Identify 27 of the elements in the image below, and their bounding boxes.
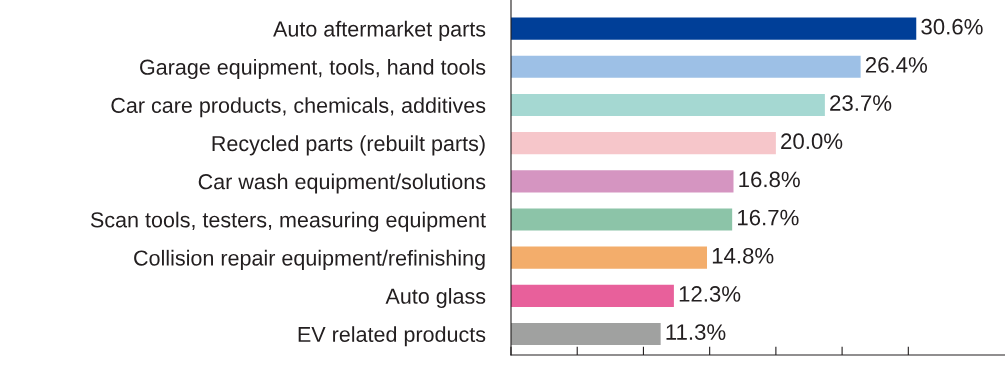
data-label: 11.3% [666, 324, 726, 340]
data-label: 16.8% [739, 171, 800, 188]
bar [511, 55, 861, 78]
bar [511, 132, 776, 155]
data-label: 16.7% [738, 209, 799, 226]
y-tick-label: Recycled parts (rebuilt parts) [212, 135, 485, 156]
data-label: 12.3% [679, 286, 741, 302]
y-tick-label: Garage equipment, tools, hand tools [140, 59, 486, 80]
y-tick-label: EV related products [298, 326, 486, 347]
bar [511, 93, 825, 117]
y-tick-label: Auto aftermarket parts [273, 20, 486, 41]
bar [511, 284, 674, 307]
y-tick-label: Car wash equipment/solutions [198, 173, 486, 194]
data-label: 23.7% [830, 95, 892, 111]
y-tick-label: Scan tools, testers, measuring equipment [90, 211, 486, 232]
bar [511, 246, 708, 269]
bar [511, 17, 917, 40]
y-tick-label: Collision repair equipment/refinishing [134, 249, 485, 270]
data-label: 30.6% [921, 18, 983, 35]
y-tick-label: Car care products, chemicals, additives [111, 97, 486, 118]
bar [511, 208, 733, 231]
y-tick-label: Auto glass [385, 288, 486, 309]
data-label: 26.4% [865, 57, 928, 73]
bar [511, 322, 661, 346]
data-label: 14.8% [712, 247, 774, 264]
data-label: 20.0% [781, 133, 843, 150]
bar [511, 170, 734, 193]
